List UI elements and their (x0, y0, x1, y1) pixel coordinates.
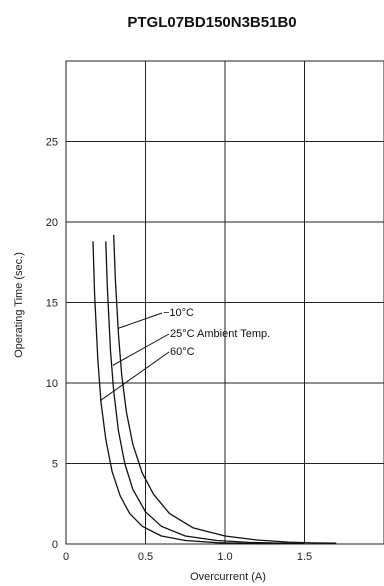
series-line-0 (113, 234, 337, 544)
x-axis-title: Overcurrent (A) (190, 571, 266, 583)
annotation-leader (99, 351, 170, 402)
x-tick-label: 1.0 (217, 551, 232, 563)
y-tick-label: 0 (52, 539, 58, 551)
annotation-label: −10°C (163, 307, 194, 319)
series-lines (92, 234, 337, 545)
tick-labels: 0 0.5 1.0 1.5 0 5 10 15 20 25 (46, 137, 312, 564)
x-tick-label: 0.5 (138, 551, 153, 563)
x-tick-label: 1.5 (297, 551, 312, 563)
annotation-leader (112, 333, 170, 366)
series-line-2 (92, 241, 281, 545)
annotation-leader (118, 312, 163, 329)
y-tick-label: 15 (46, 298, 58, 310)
y-axis-title: Operating Time (sec.) (13, 252, 25, 358)
annotations: −10°C 25°C Ambient Temp. 60°C (99, 307, 270, 402)
chart-title: PTGL07BD150N3B51B0 (127, 14, 296, 31)
series-line-1 (105, 241, 305, 545)
y-tick-label: 25 (46, 137, 58, 149)
annotation-label: 60°C (170, 346, 195, 358)
annotation-label: 25°C Ambient Temp. (170, 328, 270, 340)
x-tick-label: 0 (63, 551, 69, 563)
y-tick-label: 20 (46, 217, 58, 229)
y-tick-label: 10 (46, 378, 58, 390)
y-tick-label: 5 (52, 459, 58, 471)
grid (65, 60, 384, 545)
